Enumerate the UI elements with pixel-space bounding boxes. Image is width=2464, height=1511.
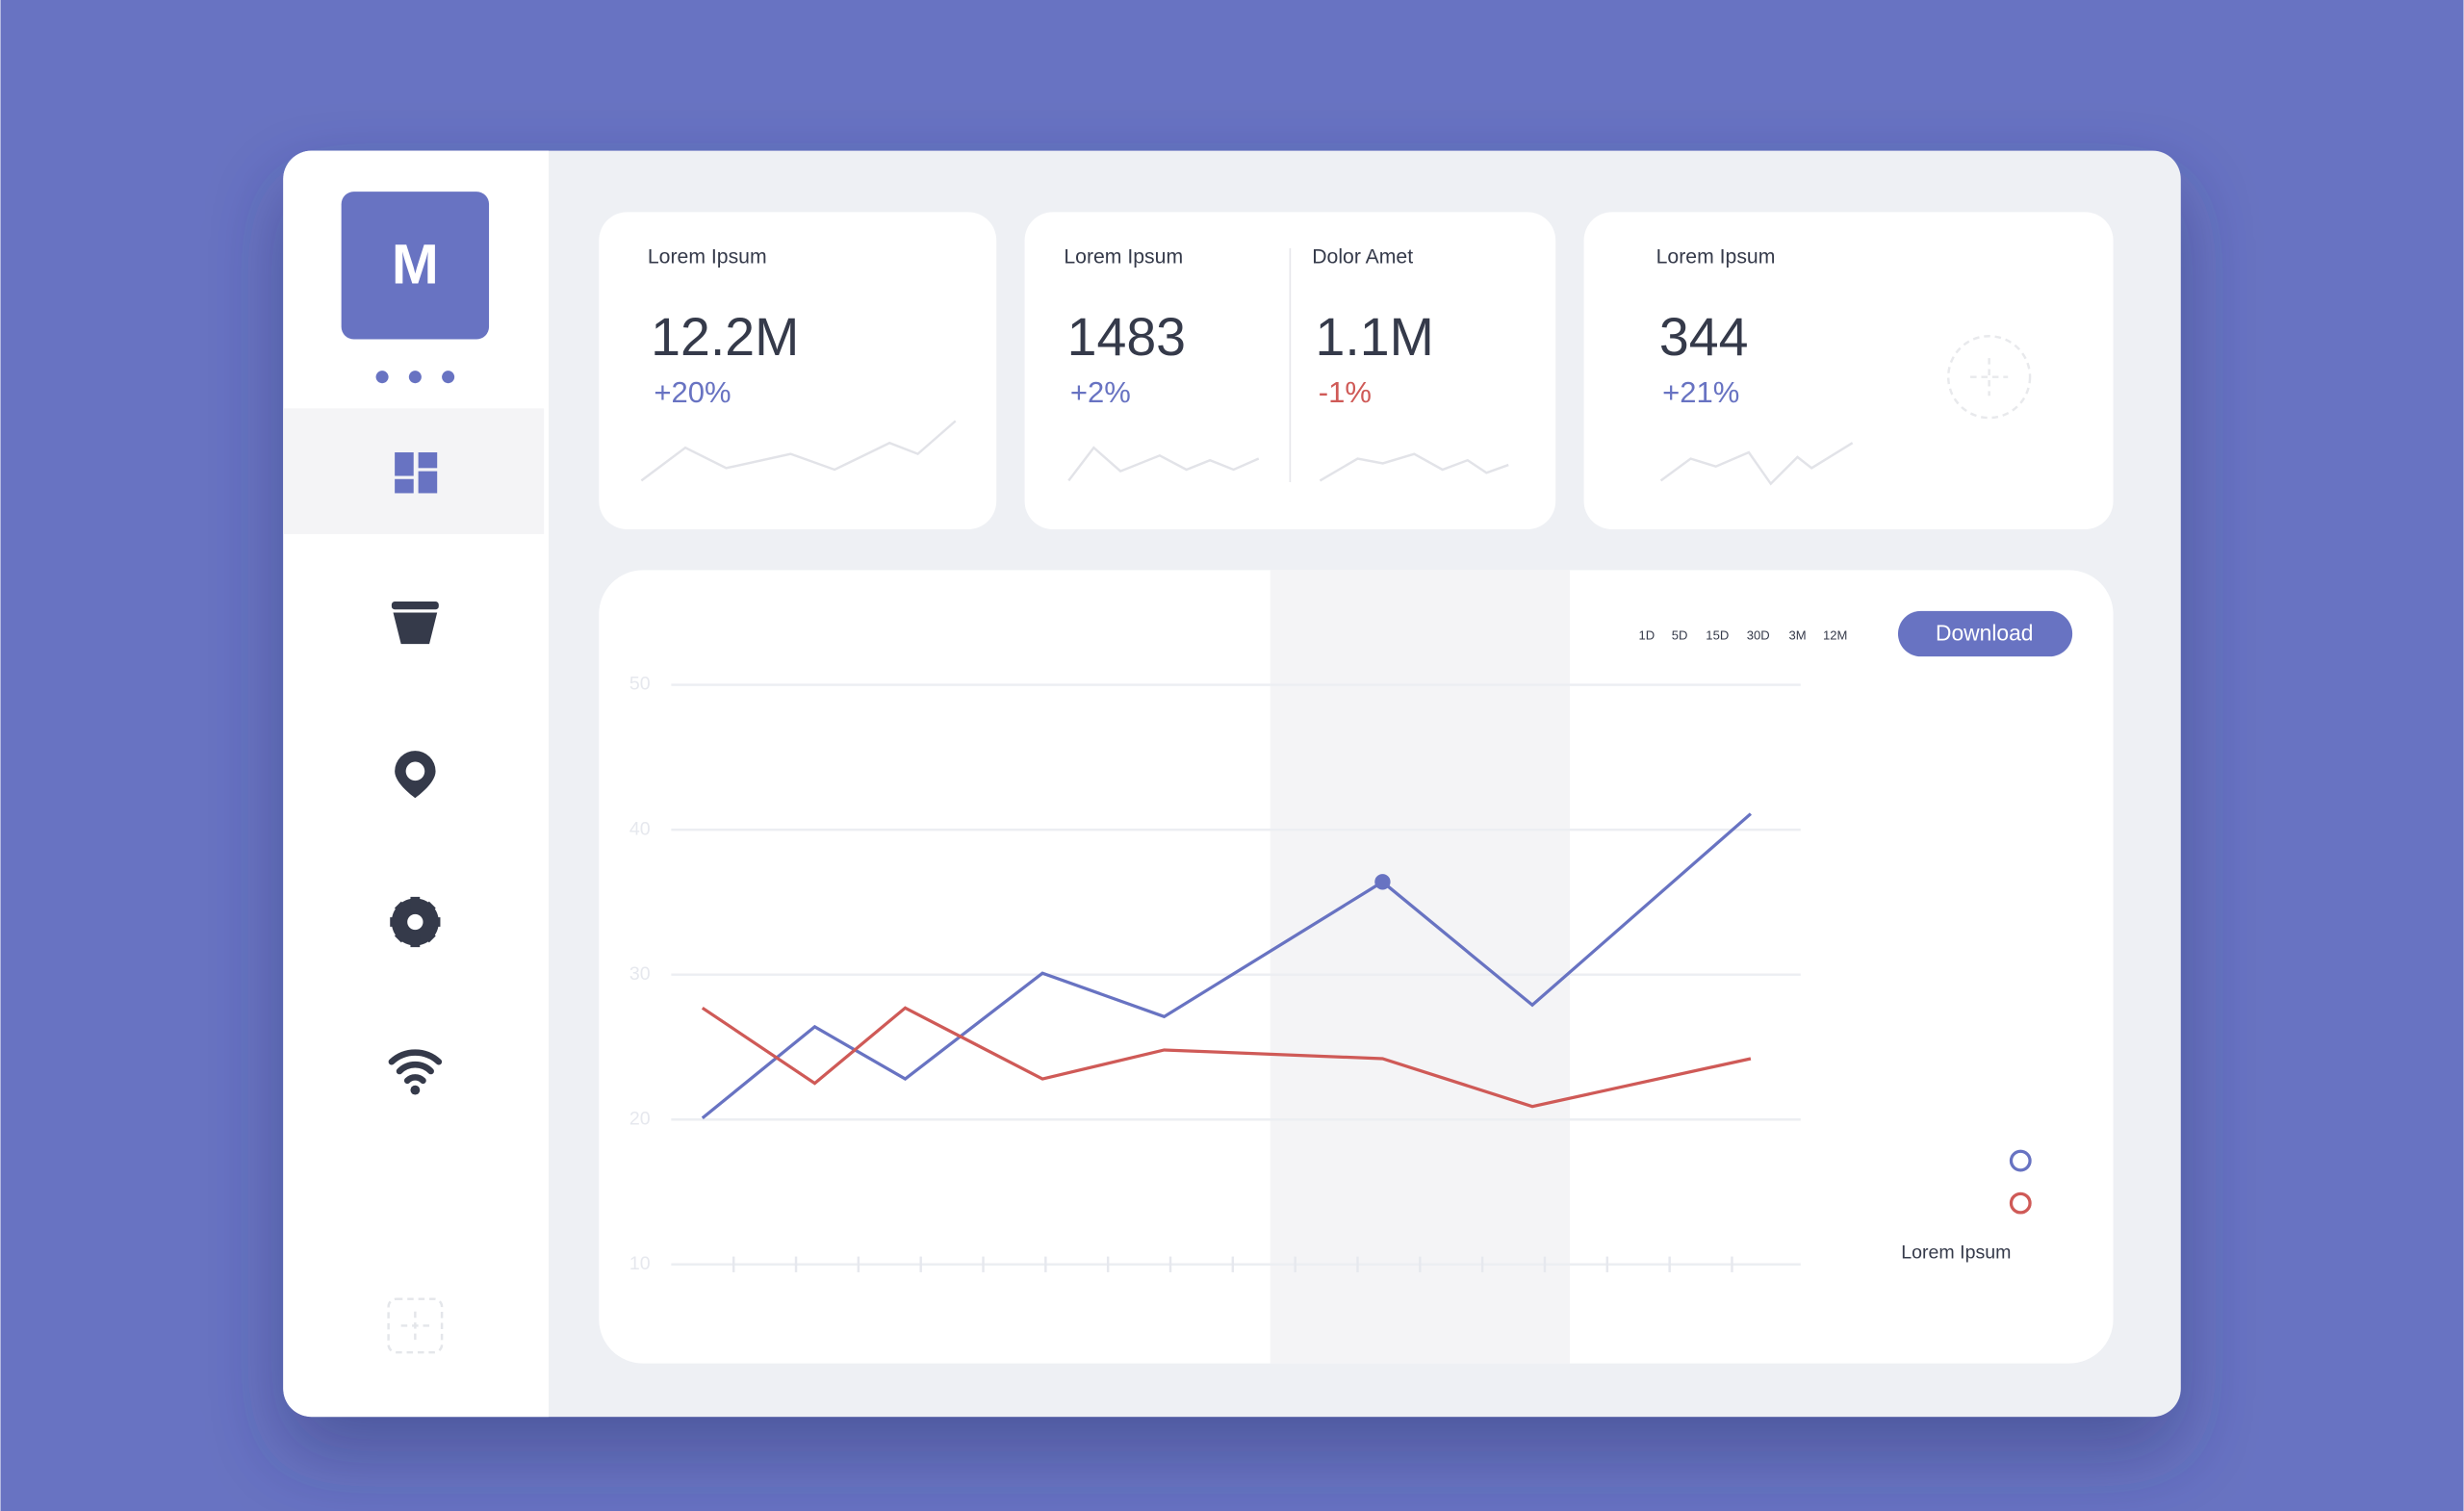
range-button[interactable]: 30D — [1747, 627, 1770, 642]
y-tick-label: 30 — [629, 963, 651, 985]
nav-dashboard-icon[interactable] — [395, 452, 438, 494]
nav-location-icon[interactable] — [395, 751, 436, 799]
range-button[interactable]: 15D — [1706, 627, 1729, 642]
metric-label: Dolor Amet — [1312, 245, 1413, 268]
plot: 10 20 30 40 50 — [629, 570, 1801, 1364]
range-button[interactable]: 3M — [1788, 627, 1806, 642]
metric-label: Lorem Ipsum — [648, 245, 767, 268]
legend-marker[interactable] — [2009, 1191, 2032, 1215]
download-button[interactable] — [1897, 610, 2073, 657]
metric-label: Lorem Ipsum — [1064, 245, 1183, 268]
metric-change: -1% — [1319, 375, 1372, 409]
metric-value: 1483 — [1067, 307, 1186, 367]
range-button[interactable]: 12M — [1823, 627, 1847, 642]
range-button[interactable]: 1D — [1639, 627, 1656, 642]
sparklines — [640, 420, 1854, 486]
metric-change: +20% — [654, 375, 731, 409]
legend-label: Lorem Ipsum — [1901, 1242, 2011, 1264]
legend-marker[interactable] — [2009, 1149, 2032, 1172]
download-label: Download — [1936, 620, 2034, 645]
more-dots[interactable] — [375, 371, 455, 384]
wifi-dot — [410, 1085, 421, 1095]
y-tick-label: 50 — [629, 674, 651, 695]
logo-text: M — [392, 234, 439, 296]
add-widget[interactable] — [1946, 335, 2032, 420]
metric-value: 344 — [1659, 307, 1749, 367]
y-tick-label: 40 — [629, 818, 651, 839]
logo[interactable] — [341, 192, 490, 340]
metric-label: Lorem Ipsum — [1656, 245, 1776, 268]
card — [1583, 212, 2114, 529]
y-tick-label: 20 — [629, 1108, 651, 1129]
y-tick-label: 10 — [629, 1253, 651, 1274]
metric-value: 1.1M — [1315, 307, 1433, 367]
series-line — [701, 812, 1752, 1119]
highlight-band — [1270, 570, 1570, 1364]
metric-value: 12.2M — [651, 307, 799, 367]
metric-change: +2% — [1070, 375, 1131, 409]
nav-add[interactable] — [387, 1297, 444, 1354]
range-button[interactable]: 5D — [1672, 627, 1688, 642]
nav-bin-icon[interactable] — [391, 602, 439, 645]
card — [599, 212, 997, 529]
series-line — [701, 1006, 1752, 1109]
nav-wifi-icon[interactable] — [388, 1049, 443, 1085]
highlight-point — [1374, 874, 1391, 890]
metric-change: +21% — [1662, 375, 1739, 409]
nav-settings-icon[interactable] — [390, 896, 441, 948]
